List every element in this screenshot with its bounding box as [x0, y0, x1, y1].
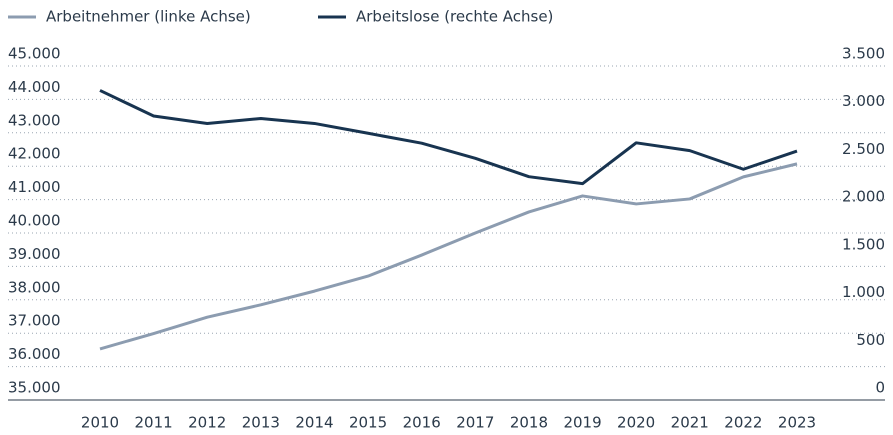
y2-tick-label: 3.000	[842, 92, 885, 110]
x-tick-label: 2016	[403, 414, 441, 432]
x-tick-label: 2010	[81, 414, 119, 432]
series-line	[99, 89, 798, 186]
x-tick-label: 2021	[671, 414, 709, 432]
y-tick-label: 42.000	[8, 145, 61, 163]
x-tick-label: 2022	[724, 414, 762, 432]
y-tick-label: 41.000	[8, 178, 61, 196]
y-tick-label: 39.000	[8, 245, 61, 263]
y-tick-label: 36.000	[8, 345, 61, 363]
legend-label: Arbeitnehmer (linke Achse)	[46, 8, 251, 26]
x-tick-label: 2014	[295, 414, 333, 432]
x-tick-label: 2012	[188, 414, 226, 432]
y2-tick-label: 2.000	[842, 188, 885, 206]
y-tick-label: 37.000	[8, 312, 61, 330]
y-tick-label: 38.000	[8, 278, 61, 296]
y-tick-label: 40.000	[8, 212, 61, 230]
series-line	[99, 162, 798, 351]
y2-tick-label: 1.000	[842, 283, 885, 301]
y-tick-label: 35.000	[8, 379, 61, 397]
y2-tick-label: 500	[856, 331, 885, 349]
x-tick-label: 2015	[349, 414, 387, 432]
x-tick-label: 2018	[510, 414, 548, 432]
x-tick-label: 2023	[778, 414, 816, 432]
legend-label: Arbeitslose (rechte Achse)	[356, 8, 553, 26]
y2-tick-label: 2.500	[842, 140, 885, 158]
y2-tick-label: 1.500	[842, 235, 885, 253]
y2-tick-label: 0	[875, 379, 885, 397]
x-tick-label: 2011	[135, 414, 173, 432]
x-tick-label: 2017	[456, 414, 494, 432]
y-tick-label: 45.000	[8, 45, 61, 63]
y-tick-label: 44.000	[8, 78, 61, 96]
x-tick-label: 2019	[563, 414, 601, 432]
x-tick-label: 2020	[617, 414, 655, 432]
y-tick-label: 43.000	[8, 111, 61, 129]
y2-tick-label: 3.500	[842, 45, 885, 63]
x-tick-label: 2013	[242, 414, 280, 432]
